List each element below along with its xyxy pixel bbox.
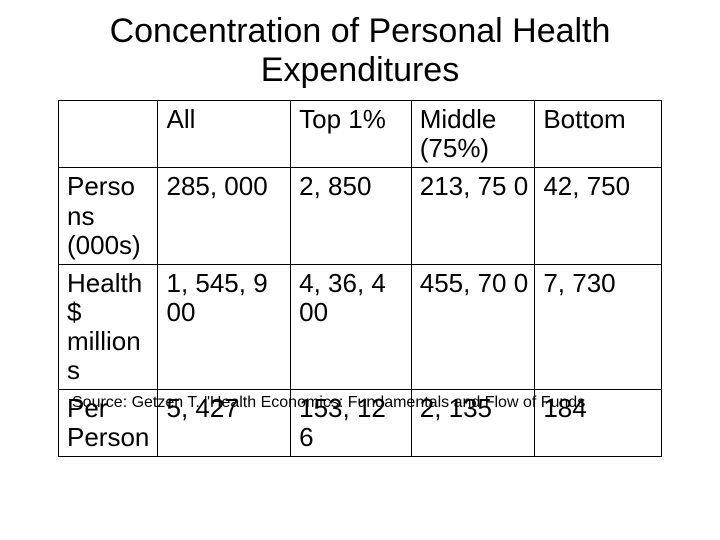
table-header-row: All Top 1% Middle (75%) Bottom <box>59 101 662 168</box>
cell: 1, 545, 9 00 <box>158 264 291 389</box>
table-row: Perso ns (000s) 285, 000 2, 850 213, 75 … <box>59 168 662 264</box>
header-top1: Top 1% <box>291 101 412 168</box>
cell: 455, 70 0 <box>411 264 535 389</box>
header-all: All <box>158 101 291 168</box>
cell: 213, 75 0 <box>411 168 535 264</box>
cell: 42, 750 <box>535 168 662 264</box>
cell: 285, 000 <box>158 168 291 264</box>
row-label: Perso ns (000s) <box>59 168 158 264</box>
header-blank <box>59 101 158 168</box>
header-bottom: Bottom <box>535 101 662 168</box>
header-middle: Middle (75%) <box>411 101 535 168</box>
cell: 2, 850 <box>291 168 412 264</box>
cell: 7, 730 <box>535 264 662 389</box>
cell: 4, 36, 4 00 <box>291 264 412 389</box>
row-label: Health $ million s <box>59 264 158 389</box>
table-row: Health $ million s 1, 545, 9 00 4, 36, 4… <box>59 264 662 389</box>
slide-title: Concentration of Personal Health Expendi… <box>0 0 720 100</box>
source-citation: Source: Getzen T. "Health Economics: Fun… <box>72 395 680 411</box>
